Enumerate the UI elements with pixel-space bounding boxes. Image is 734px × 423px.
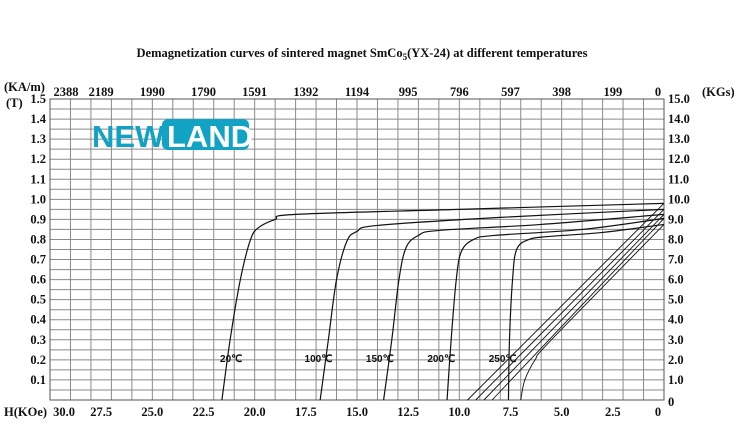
x-tick-label: 12.5 (397, 405, 419, 419)
y-tick-label-left: 0.6 (30, 273, 46, 287)
top-tick-label: 0 (655, 85, 661, 99)
curve-label: 200℃ (427, 354, 455, 365)
top-tick-label: 597 (501, 85, 520, 99)
y-tick-label-right: 9.0 (668, 212, 684, 226)
x-tick-label: 25.0 (141, 405, 163, 419)
y-tick-label-right: 3.0 (668, 333, 684, 347)
y-tick-label-left: 0.1 (30, 373, 46, 387)
right-axis-unit: (KGs) (702, 85, 734, 99)
top-tick-label: 2388 (54, 85, 79, 99)
normal-curve-200c (491, 218, 665, 401)
curve-label: 20℃ (220, 354, 242, 365)
x-axis-title: H(KOe) (4, 405, 47, 419)
plot-frame (49, 98, 665, 401)
curves: 20℃ 100℃ 150℃ 200℃ 250℃ (220, 202, 665, 401)
y-tick-label-left: 0.4 (30, 313, 46, 327)
x-tick-label: 7.5 (503, 405, 519, 419)
x-tick-label: 0 (655, 405, 661, 419)
curve-label: 250℃ (489, 354, 517, 365)
x-tick-label: 27.5 (90, 405, 112, 419)
left-axis-unit: (T) (6, 96, 23, 110)
logo-text-land: LAND (167, 119, 253, 154)
y-tick-label-left: 1.0 (30, 192, 46, 206)
x-tick-label: 5.0 (554, 405, 570, 419)
logo-badge (162, 119, 249, 150)
intrinsic-curve-100c (319, 208, 665, 401)
y-tick-label-left: 0.2 (30, 353, 46, 367)
top-tick-label: 1790 (191, 85, 216, 99)
intrinsic-curve-150c (383, 213, 665, 401)
top-tick-label: 2189 (89, 85, 114, 99)
top-tick-label: 1591 (242, 85, 267, 99)
y-tick-label-left: 1.5 (30, 92, 46, 106)
normal-curve-20c (467, 203, 665, 401)
newland-logo: NEW LAND (92, 119, 253, 154)
top-tick-label: 796 (450, 85, 469, 99)
y-tick-label-right: 0 (668, 395, 674, 409)
curve-label: 150℃ (366, 354, 394, 365)
y-tick-label-right: 7.0 (668, 253, 684, 267)
y-tick-label-left: 1.3 (30, 132, 46, 146)
top-tick-label: 199 (603, 85, 622, 99)
y-tick-label-left: 1.2 (30, 152, 46, 166)
y-tick-label-right: 1.0 (668, 373, 684, 387)
top-tick-label: 1392 (293, 85, 318, 99)
y-tick-label-left: 0.7 (30, 253, 46, 267)
top-axis-unit: (KA/m) (4, 80, 45, 94)
intrinsic-curve-20c (221, 202, 665, 401)
y-tick-label-left: 0.5 (30, 293, 46, 307)
top-tick-label: 1990 (140, 85, 165, 99)
y-tick-label-right: 14.0 (668, 112, 690, 126)
x-tick-label: 30.0 (53, 405, 75, 419)
y-tick-label-right: 10.0 (668, 192, 690, 206)
y-tick-label-right: 13.0 (668, 132, 690, 146)
normal-curve-150c (483, 214, 665, 401)
top-tick-label: 995 (399, 85, 418, 99)
x-tick-label: 15.0 (346, 405, 368, 419)
y-tick-label-left: 1.1 (30, 172, 46, 186)
x-tick-label: 22.5 (193, 405, 215, 419)
intrinsic-curve-250c (507, 223, 665, 401)
y-tick-label-right: 15.0 (668, 92, 690, 106)
y-tick-label-right: 2.0 (668, 353, 684, 367)
x-tick-label: 10.0 (448, 405, 470, 419)
axis-labels: (KA/m) (T) (KGs) H(KOe) 30.0 27.5 25.0 22.5… (4, 80, 734, 419)
curve-label: 100℃ (305, 354, 333, 365)
x-tick-label: 2.5 (605, 405, 621, 419)
y-tick-label-right: 11.0 (668, 172, 689, 186)
x-tick-label: 20.0 (244, 405, 266, 419)
normal-curve-100c (475, 209, 665, 401)
y-tick-label-right: 6.0 (668, 273, 684, 287)
y-tick-label-left: 0.8 (30, 232, 46, 246)
y-tick-label-left: 1.4 (30, 112, 46, 126)
logo-text-new: NEW (92, 119, 165, 154)
y-tick-label-right: 4.0 (668, 313, 684, 327)
chart-title: Demagnetization curves of sintered magne… (137, 46, 588, 62)
y-tick-label-left: 0.9 (30, 212, 46, 226)
intrinsic-curve-200c (446, 217, 665, 401)
y-tick-label-right: 12.0 (668, 152, 690, 166)
normal-curve-250c (520, 224, 665, 401)
y-tick-label-right: 5.0 (668, 293, 684, 307)
top-tick-label: 1194 (345, 85, 370, 99)
top-tick-label: 398 (552, 85, 571, 99)
x-tick-label: 17.5 (295, 405, 317, 419)
y-tick-label-left: 0.3 (30, 333, 46, 347)
y-tick-label-right: 8.0 (668, 232, 684, 246)
